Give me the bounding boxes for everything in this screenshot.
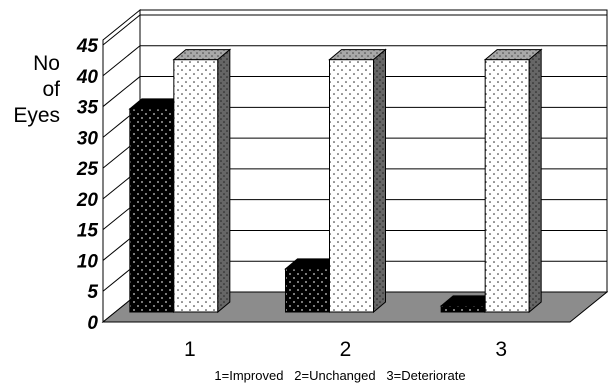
bar-side: [217, 48, 231, 314]
y-axis-label-line-3: Eyes: [13, 104, 60, 127]
y-axis-ticks: 0 5 10 15 20 25 30 35 40 45: [76, 36, 99, 334]
bars: [128, 48, 543, 314]
bar-side: [373, 48, 386, 314]
y-tick-label: 10: [77, 251, 99, 272]
gridline-side: [102, 76, 141, 107]
y-tick-label: 25: [76, 159, 99, 180]
bar-series-2-cat-3: [483, 48, 543, 314]
x-tick-label-2: 2: [340, 338, 352, 361]
y-tick-label: 45: [76, 36, 99, 57]
bar-front: [329, 59, 374, 313]
y-tick-label: 35: [77, 98, 99, 119]
category-legend-note: 1=Improved 2=Unchanged 3=Deteriorate: [214, 368, 465, 383]
y-tick-label: 5: [87, 282, 98, 303]
bar-front: [484, 59, 530, 313]
x-tick-label-1: 1: [184, 338, 196, 361]
bar-series-2-cat-1: [172, 48, 232, 314]
y-tick-label: 30: [77, 128, 99, 149]
y-tick-label: 15: [77, 221, 99, 242]
bar-series-2-cat-2: [328, 48, 387, 314]
x-tick-label-3: 3: [495, 338, 507, 361]
y-tick-label: 0: [87, 313, 98, 334]
bar-front: [129, 108, 175, 313]
bar-front: [440, 305, 486, 313]
y-axis-label-line-2: of: [42, 78, 60, 101]
y-tick-label: 40: [76, 67, 99, 88]
bar-front: [285, 268, 330, 313]
x-axis-ticks: 1 2 3: [184, 338, 507, 361]
bar-side: [528, 48, 542, 314]
gridline-side: [102, 14, 141, 46]
bar-front: [173, 59, 219, 313]
gridline-side: [102, 45, 141, 77]
y-tick-label: 20: [76, 190, 99, 211]
y-axis-label-line-1: No: [33, 52, 60, 75]
